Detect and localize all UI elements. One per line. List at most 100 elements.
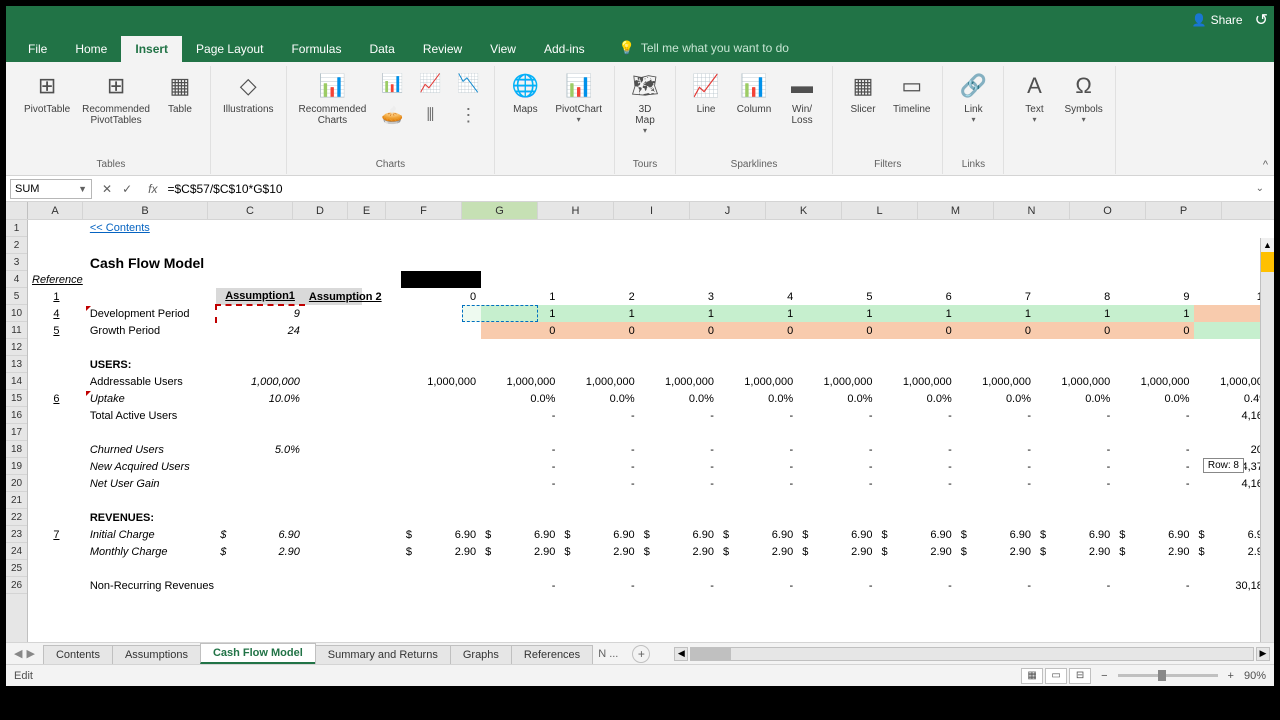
row-header-11[interactable]: 11 <box>6 322 27 339</box>
sheet-more[interactable]: N ... <box>592 645 624 663</box>
expand-formula-bar[interactable]: ⌄ <box>1250 183 1270 194</box>
col-header-H[interactable]: H <box>538 202 614 219</box>
history-icon[interactable]: ↺ <box>1255 10 1268 30</box>
ribbon-slicer[interactable]: ▦Slicer <box>841 68 885 157</box>
page-layout-view-button[interactable]: ▭ <box>1045 668 1067 684</box>
scroll-right-icon[interactable]: ▶ <box>1256 647 1270 661</box>
row-header-3[interactable]: 3 <box>6 254 27 271</box>
col-header-B[interactable]: B <box>83 202 208 219</box>
row-header-13[interactable]: 13 <box>6 356 27 373</box>
ribbon-win-loss[interactable]: ▬Win/Loss <box>780 68 824 157</box>
cancel-icon[interactable]: ✕ <box>102 182 112 196</box>
tab-insert[interactable]: Insert <box>121 36 182 62</box>
ribbon-line[interactable]: 📈Line <box>684 68 728 157</box>
name-box[interactable]: SUM ▼ <box>10 179 92 199</box>
ribbon-table[interactable]: ▦Table <box>158 68 202 157</box>
tab-home[interactable]: Home <box>61 36 121 62</box>
sheet-nav-next[interactable]: ▶ <box>26 647 34 660</box>
col-header-G[interactable]: G <box>462 202 538 219</box>
add-sheet-button[interactable]: + <box>632 645 650 663</box>
col-header-K[interactable]: K <box>766 202 842 219</box>
tell-me[interactable]: 💡 Tell me what you want to do <box>619 34 789 62</box>
row-header-12[interactable]: 12 <box>6 339 27 356</box>
horizontal-scrollbar[interactable]: ◀ ▶ <box>670 647 1274 661</box>
tab-page-layout[interactable]: Page Layout <box>182 36 277 62</box>
row-header-18[interactable]: 18 <box>6 441 27 458</box>
row-header-10[interactable]: 10 <box>6 305 27 322</box>
worksheet-grid[interactable]: ABCDEFGHIJKLMNOP 12345101112131415161718… <box>6 202 1274 642</box>
chart-type-icon[interactable]: ⫴ <box>412 100 448 130</box>
row-header-4[interactable]: 4 <box>6 271 27 288</box>
col-header-M[interactable]: M <box>918 202 994 219</box>
sheet-tab-cash-flow-model[interactable]: Cash Flow Model <box>200 643 316 664</box>
share-button[interactable]: 👤 Share <box>1192 13 1243 27</box>
col-header-O[interactable]: O <box>1070 202 1146 219</box>
col-header-D[interactable]: D <box>293 202 348 219</box>
row-header-14[interactable]: 14 <box>6 373 27 390</box>
row-header-16[interactable]: 16 <box>6 407 27 424</box>
col-header-E[interactable]: E <box>348 202 386 219</box>
row-header-20[interactable]: 20 <box>6 475 27 492</box>
ribbon-link[interactable]: 🔗Link▾ <box>951 68 995 157</box>
ribbon-symbols[interactable]: ΩSymbols▾ <box>1060 68 1106 168</box>
col-header-P[interactable]: P <box>1146 202 1222 219</box>
col-header-F[interactable]: F <box>386 202 462 219</box>
row-header-19[interactable]: 19 <box>6 458 27 475</box>
row-header-2[interactable]: 2 <box>6 237 27 254</box>
row-header-26[interactable]: 26 <box>6 577 27 594</box>
ribbon-timeline[interactable]: ▭Timeline <box>889 68 934 157</box>
sheet-tab-contents[interactable]: Contents <box>43 645 113 664</box>
tab-addins[interactable]: Add-ins <box>530 36 599 62</box>
scroll-up-icon[interactable]: ▲ <box>1261 238 1274 252</box>
sheet-tab-assumptions[interactable]: Assumptions <box>112 645 201 664</box>
ribbon-pivottable[interactable]: ⊞PivotTable <box>20 68 74 157</box>
row-header-1[interactable]: 1 <box>6 220 27 237</box>
chart-type-icon[interactable]: 📈 <box>412 68 448 98</box>
vertical-scrollbar[interactable]: ▲ <box>1260 238 1274 642</box>
row-header-23[interactable]: 23 <box>6 526 27 543</box>
normal-view-button[interactable]: ▦ <box>1021 668 1043 684</box>
ribbon-recommended-charts[interactable]: 📊RecommendedCharts <box>295 68 371 157</box>
col-header-N[interactable]: N <box>994 202 1070 219</box>
zoom-out[interactable]: − <box>1101 670 1107 682</box>
collapse-ribbon-icon[interactable]: ^ <box>1263 159 1268 171</box>
ribbon-illustrations[interactable]: ◇Illustrations <box>219 68 278 168</box>
col-header-L[interactable]: L <box>842 202 918 219</box>
col-header-C[interactable]: C <box>208 202 293 219</box>
ribbon--d-map[interactable]: 🗺3DMap▾ <box>623 68 667 157</box>
scroll-thumb[interactable] <box>1261 252 1274 272</box>
ribbon-pivotchart[interactable]: 📊PivotChart▾ <box>551 68 606 168</box>
chart-type-icon[interactable]: ⋮ <box>450 100 486 130</box>
row-header-25[interactable]: 25 <box>6 560 27 577</box>
col-header-A[interactable]: A <box>28 202 83 219</box>
ribbon-maps[interactable]: 🌐Maps <box>503 68 547 168</box>
cells-area[interactable]: << ContentsCash Flow ModelReferenceMonth… <box>28 220 1274 642</box>
tab-review[interactable]: Review <box>409 36 476 62</box>
page-break-view-button[interactable]: ⊟ <box>1069 668 1091 684</box>
fx-icon[interactable]: fx <box>142 182 163 196</box>
select-all-corner[interactable] <box>6 202 28 219</box>
ribbon-column[interactable]: 📊Column <box>732 68 776 157</box>
row-header-17[interactable]: 17 <box>6 424 27 441</box>
ribbon-recommended-pivottables[interactable]: ⊞RecommendedPivotTables <box>78 68 154 157</box>
row-header-22[interactable]: 22 <box>6 509 27 526</box>
row-header-24[interactable]: 24 <box>6 543 27 560</box>
tab-view[interactable]: View <box>476 36 530 62</box>
sheet-tab-summary-and-returns[interactable]: Summary and Returns <box>315 645 451 664</box>
sheet-nav-prev[interactable]: ◀ <box>14 647 22 660</box>
enter-icon[interactable]: ✓ <box>122 182 132 196</box>
tab-file[interactable]: File <box>14 36 61 62</box>
zoom-level[interactable]: 90% <box>1244 670 1266 682</box>
formula-input[interactable]: =$C$57/$C$10*G$10 <box>163 180 1249 198</box>
row-header-5[interactable]: 5 <box>6 288 27 305</box>
col-header-I[interactable]: I <box>614 202 690 219</box>
tab-formulas[interactable]: Formulas <box>277 36 355 62</box>
hscroll-thumb[interactable] <box>691 648 731 660</box>
chart-type-icon[interactable]: 📉 <box>450 68 486 98</box>
ribbon-text[interactable]: AText▾ <box>1012 68 1056 168</box>
chart-type-icon[interactable]: 📊 <box>374 68 410 98</box>
zoom-slider[interactable] <box>1118 674 1218 677</box>
chart-type-icon[interactable]: 🥧 <box>374 100 410 130</box>
sheet-tab-references[interactable]: References <box>511 645 593 664</box>
zoom-in[interactable]: + <box>1228 670 1234 682</box>
